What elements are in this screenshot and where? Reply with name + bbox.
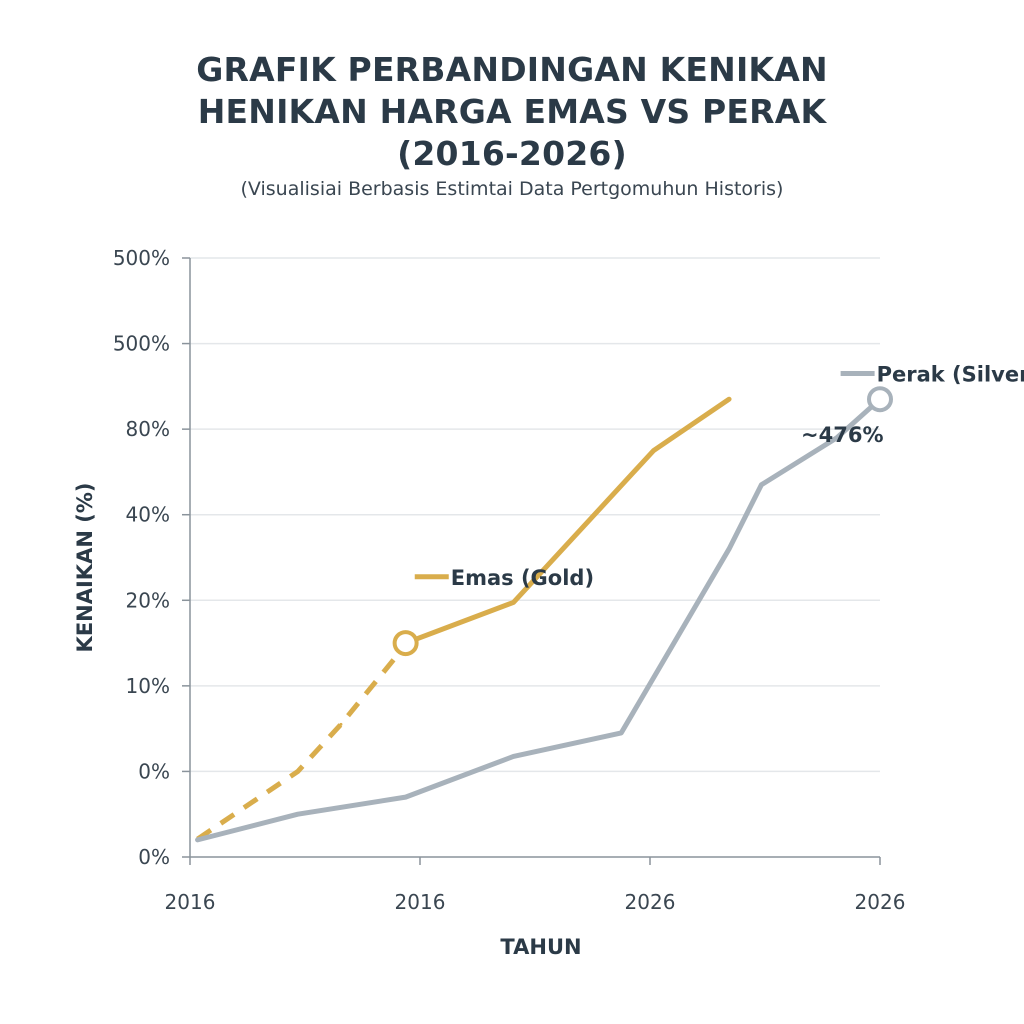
y-tick-label: 80% [126,417,170,441]
y-tick-label: 0% [138,845,170,869]
series-silver-point [620,731,623,734]
x-tick-label: 2026 [625,890,676,914]
y-tick-label: 10% [126,674,170,698]
series-gold-line [406,399,729,643]
y-tick-label: 20% [126,588,170,612]
series-gold-dashed-line [198,643,406,839]
series-silver-point [404,796,407,799]
y-tick-label: 500% [113,246,170,270]
series-gold-point [339,723,342,726]
x-tick-label: 2016 [395,890,446,914]
annotation-label: ~476% [801,423,883,447]
series-gold-marker [395,632,417,654]
series-gold-point [652,449,655,452]
series-silver-point [728,547,731,550]
series-silver-marker [869,388,891,410]
series-silver-point [512,755,515,758]
series-gold-point [512,601,515,604]
series-silver-line [198,399,880,840]
x-axis-title: TAHUN [500,935,581,959]
series-silver-point [760,483,763,486]
y-tick-label: 500% [113,332,170,356]
series-gold-point [728,398,731,401]
y-axis-title: KENAIKAN (%) [73,483,97,653]
x-tick-label: 2026 [855,890,906,914]
legend-label-gold: Emas (Gold) [451,566,594,590]
legend-label-silver: Perak (Silver) [877,363,1024,387]
series-silver-point [296,813,299,816]
y-tick-label: 40% [126,503,170,527]
series-gold-point [296,770,299,773]
x-tick-label: 2016 [165,890,216,914]
series-silver-point [196,838,199,841]
y-tick-label: 0% [138,759,170,783]
